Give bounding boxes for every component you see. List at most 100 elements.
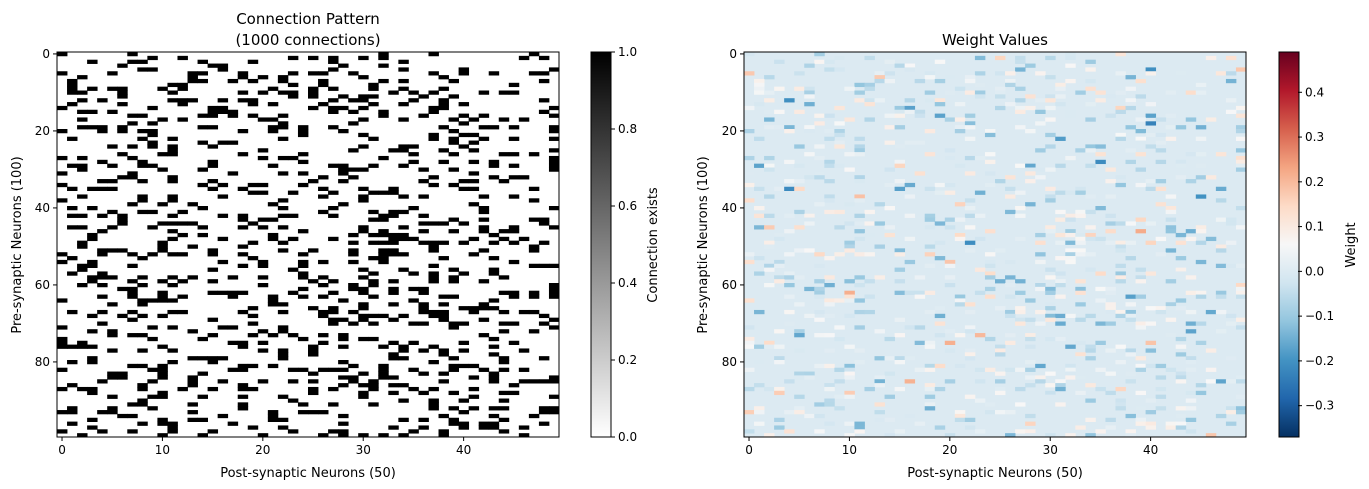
heatmap-cell xyxy=(147,406,158,411)
heatmap-cell xyxy=(287,82,299,88)
heatmap-cell xyxy=(1225,71,1237,76)
x-tick-label: 40 xyxy=(1143,443,1158,457)
heatmap-cell xyxy=(754,136,765,141)
heatmap-cell xyxy=(1185,321,1197,326)
heatmap-cell xyxy=(107,410,118,415)
heatmap-cell xyxy=(247,182,259,188)
heatmap-cell xyxy=(237,383,249,388)
heatmap-cell xyxy=(277,325,289,330)
heatmap-cell xyxy=(107,375,118,380)
heatmap-cell xyxy=(854,425,865,430)
heatmap-cell xyxy=(358,144,369,149)
heatmap-cell xyxy=(1005,367,1016,372)
heatmap-cell xyxy=(438,302,449,307)
heatmap-cell xyxy=(358,229,369,234)
heatmap-cell xyxy=(824,348,835,353)
heatmap-cell xyxy=(874,379,885,384)
heatmap-cell xyxy=(1125,317,1136,322)
heatmap-cell xyxy=(904,356,916,361)
heatmap-cell xyxy=(408,429,419,434)
heatmap-cell xyxy=(147,144,158,149)
heatmap-cell xyxy=(548,283,560,288)
heatmap-cell xyxy=(528,152,540,157)
heatmap-cell xyxy=(267,163,279,168)
heatmap-cell xyxy=(207,186,219,191)
heatmap-cell xyxy=(388,236,399,242)
heatmap-cell xyxy=(744,105,755,111)
heatmap-cell xyxy=(1065,78,1076,84)
heatmap-cell xyxy=(277,136,289,141)
heatmap-cell xyxy=(287,333,299,338)
heatmap-cell xyxy=(1045,433,1056,438)
heatmap-cell xyxy=(388,279,399,284)
heatmap-cell xyxy=(774,417,785,422)
heatmap-cell xyxy=(388,213,399,218)
heatmap-cell xyxy=(1135,136,1146,141)
heatmap-cell xyxy=(874,275,885,280)
y-tick-label: 20 xyxy=(722,124,737,138)
heatmap-cell xyxy=(1035,379,1046,384)
heatmap-cell xyxy=(984,259,996,265)
heatmap-cell xyxy=(1205,379,1217,384)
heatmap-cell xyxy=(418,94,429,99)
heatmap-cell xyxy=(964,325,976,330)
heatmap-cell xyxy=(338,433,349,438)
heatmap-cell xyxy=(247,102,259,107)
heatmap-cell xyxy=(1145,321,1157,326)
heatmap-cell xyxy=(1195,340,1207,345)
heatmap-cell xyxy=(207,179,219,184)
heatmap-cell xyxy=(388,186,399,191)
heatmap-cell xyxy=(774,232,785,238)
heatmap-cell xyxy=(418,306,429,311)
heatmap-cell xyxy=(538,421,550,426)
heatmap-cell xyxy=(824,67,835,72)
heatmap-cell xyxy=(538,406,550,411)
heatmap-cell xyxy=(1025,360,1036,365)
heatmap-cell xyxy=(438,159,449,165)
heatmap-cell xyxy=(1055,209,1066,215)
heatmap-cell xyxy=(388,252,399,257)
heatmap-cell xyxy=(388,375,399,380)
heatmap-cell xyxy=(1005,433,1016,438)
heatmap-cell xyxy=(904,182,916,188)
heatmap-cell xyxy=(934,256,946,261)
heatmap-cell xyxy=(1025,167,1036,172)
heatmap-cell xyxy=(1225,356,1237,361)
heatmap-cell xyxy=(518,379,530,384)
heatmap-cell xyxy=(468,171,480,176)
heatmap-cell xyxy=(147,379,158,384)
heatmap-cell xyxy=(894,105,906,111)
heatmap-cell xyxy=(297,271,309,276)
heatmap-cell xyxy=(87,232,98,238)
heatmap-cell xyxy=(744,386,755,392)
heatmap-cell xyxy=(508,321,520,326)
heatmap-cell xyxy=(107,144,118,149)
heatmap-cell xyxy=(267,298,279,303)
heatmap-cell xyxy=(964,302,976,307)
heatmap-cell xyxy=(1005,78,1016,84)
heatmap-cell xyxy=(844,298,855,303)
heatmap-cell xyxy=(964,356,976,361)
heatmap-cell xyxy=(1135,117,1146,122)
heatmap-cell xyxy=(458,186,470,191)
heatmap-cell xyxy=(1145,240,1157,245)
heatmap-cell xyxy=(237,406,249,411)
heatmap-cell xyxy=(398,117,409,122)
heatmap-cell xyxy=(137,402,148,407)
heatmap-cell xyxy=(408,367,419,372)
heatmap-cell xyxy=(894,360,906,365)
heatmap-cell xyxy=(1175,175,1187,180)
heatmap-cell xyxy=(378,52,389,57)
heatmap-cell xyxy=(774,275,785,280)
heatmap-cell xyxy=(267,202,279,207)
heatmap-cell xyxy=(1175,344,1187,349)
heatmap-cell xyxy=(468,306,480,311)
heatmap-cell xyxy=(548,225,560,230)
heatmap-cell xyxy=(844,421,855,426)
heatmap-cell xyxy=(348,286,359,292)
heatmap-cell xyxy=(1195,194,1207,199)
chart2-colorbar-label: Weight xyxy=(1344,222,1359,267)
heatmap-cell xyxy=(924,252,936,257)
heatmap-cell xyxy=(784,186,795,191)
heatmap-cell xyxy=(914,275,926,280)
